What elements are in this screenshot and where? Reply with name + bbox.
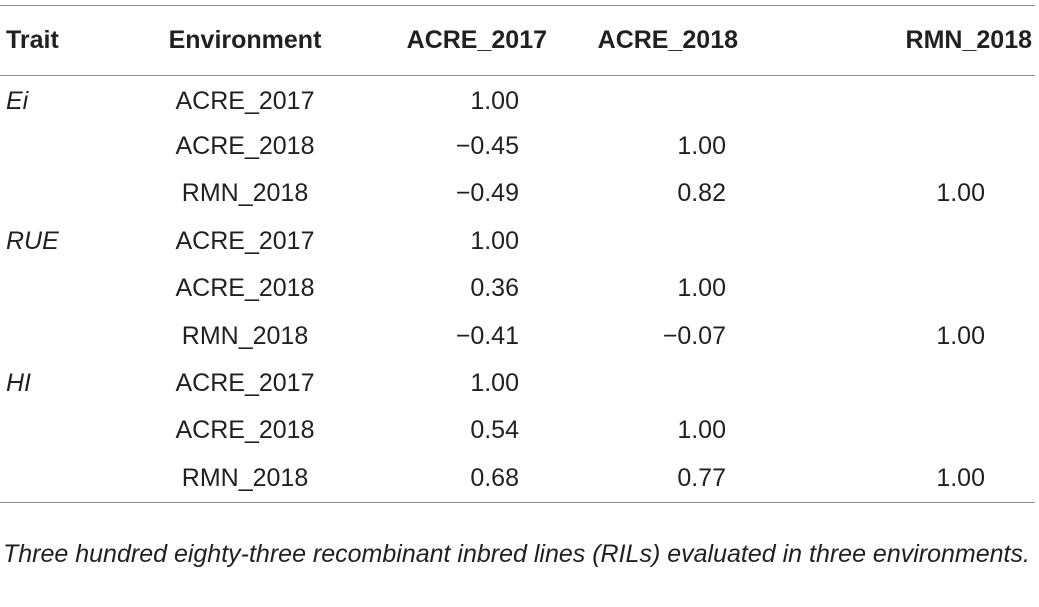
cell-acre-2018 [555,218,760,265]
cell-trait [0,407,130,454]
header-rmn-2018: RMN_2018 [905,26,1032,54]
cell-environment: ACRE_2018 [175,132,315,161]
cell-trait [0,265,130,312]
cell-rmn-2018: 1.00 [936,321,985,350]
table-row: HI ACRE_2017 1.00 [0,360,1035,407]
table-row: RMN_2018 −0.49 0.82 1.00 [0,170,1035,217]
cell-trait [0,455,130,502]
cell-environment: ACRE_2018 [175,274,315,303]
cell-trait [0,123,130,170]
cell-trait: Ei [6,86,29,115]
table-row: RUE ACRE_2017 1.00 [0,218,1035,265]
table-row: RMN_2018 0.68 0.77 1.00 [0,455,1035,503]
cell-acre-2018: 1.00 [677,132,726,161]
cell-acre-2017: 1.00 [470,369,519,398]
header-acre-2017: ACRE_2017 [406,26,547,54]
cell-environment: ACRE_2018 [175,416,315,445]
header-trait: Trait [6,26,59,54]
correlation-table: Trait Environment ACRE_2017 ACRE_2018 RM… [0,5,1035,503]
cell-acre-2018: 0.77 [677,463,726,492]
cell-rmn-2018 [760,360,1035,407]
cell-environment: ACRE_2017 [175,86,315,115]
cell-acre-2017: 0.68 [470,463,519,492]
cell-rmn-2018 [760,123,1035,170]
cell-acre-2018 [555,76,760,123]
cell-environment: RMN_2018 [181,463,309,492]
cell-rmn-2018 [760,265,1035,312]
table-row: ACRE_2018 0.54 1.00 [0,407,1035,454]
cell-acre-2017: −0.45 [455,132,519,161]
cell-acre-2017: −0.41 [455,321,519,350]
cell-environment: RMN_2018 [181,321,309,350]
cell-acre-2017: −0.49 [455,179,519,208]
cell-rmn-2018 [760,407,1035,454]
header-environment: Environment [168,26,322,54]
cell-trait: HI [6,369,31,398]
cell-environment: ACRE_2017 [175,226,315,255]
cell-rmn-2018 [760,76,1035,123]
cell-acre-2018: 1.00 [677,416,726,445]
cell-acre-2018 [555,360,760,407]
header-row: Trait Environment ACRE_2017 ACRE_2018 RM… [0,5,1035,76]
cell-trait [0,170,130,217]
table-body: Ei ACRE_2017 1.00 ACRE_2018 −0.45 1.00 R… [0,76,1035,503]
cell-rmn-2018: 1.00 [936,463,985,492]
table-row: Ei ACRE_2017 1.00 [0,76,1035,123]
cell-acre-2018: −0.07 [662,321,726,350]
table-row: ACRE_2018 −0.45 1.00 [0,123,1035,170]
cell-acre-2018: 1.00 [677,274,726,303]
table-row: ACRE_2018 0.36 1.00 [0,265,1035,312]
cell-acre-2017: 0.54 [470,416,519,445]
table-header: Trait Environment ACRE_2017 ACRE_2018 RM… [0,5,1035,76]
cell-rmn-2018 [760,218,1035,265]
header-acre-2018: ACRE_2018 [597,26,738,54]
cell-environment: ACRE_2017 [175,369,315,398]
cell-acre-2018: 0.82 [677,179,726,208]
cell-acre-2017: 1.00 [470,86,519,115]
cell-rmn-2018: 1.00 [936,179,985,208]
cell-trait [0,312,130,359]
cell-environment: RMN_2018 [181,179,309,208]
table-row: RMN_2018 −0.41 −0.07 1.00 [0,312,1035,359]
table-footnote: Three hundred eighty-three recombinant i… [3,540,1030,568]
cell-acre-2017: 0.36 [470,274,519,303]
cell-trait: RUE [6,226,59,255]
cell-acre-2017: 1.00 [470,226,519,255]
